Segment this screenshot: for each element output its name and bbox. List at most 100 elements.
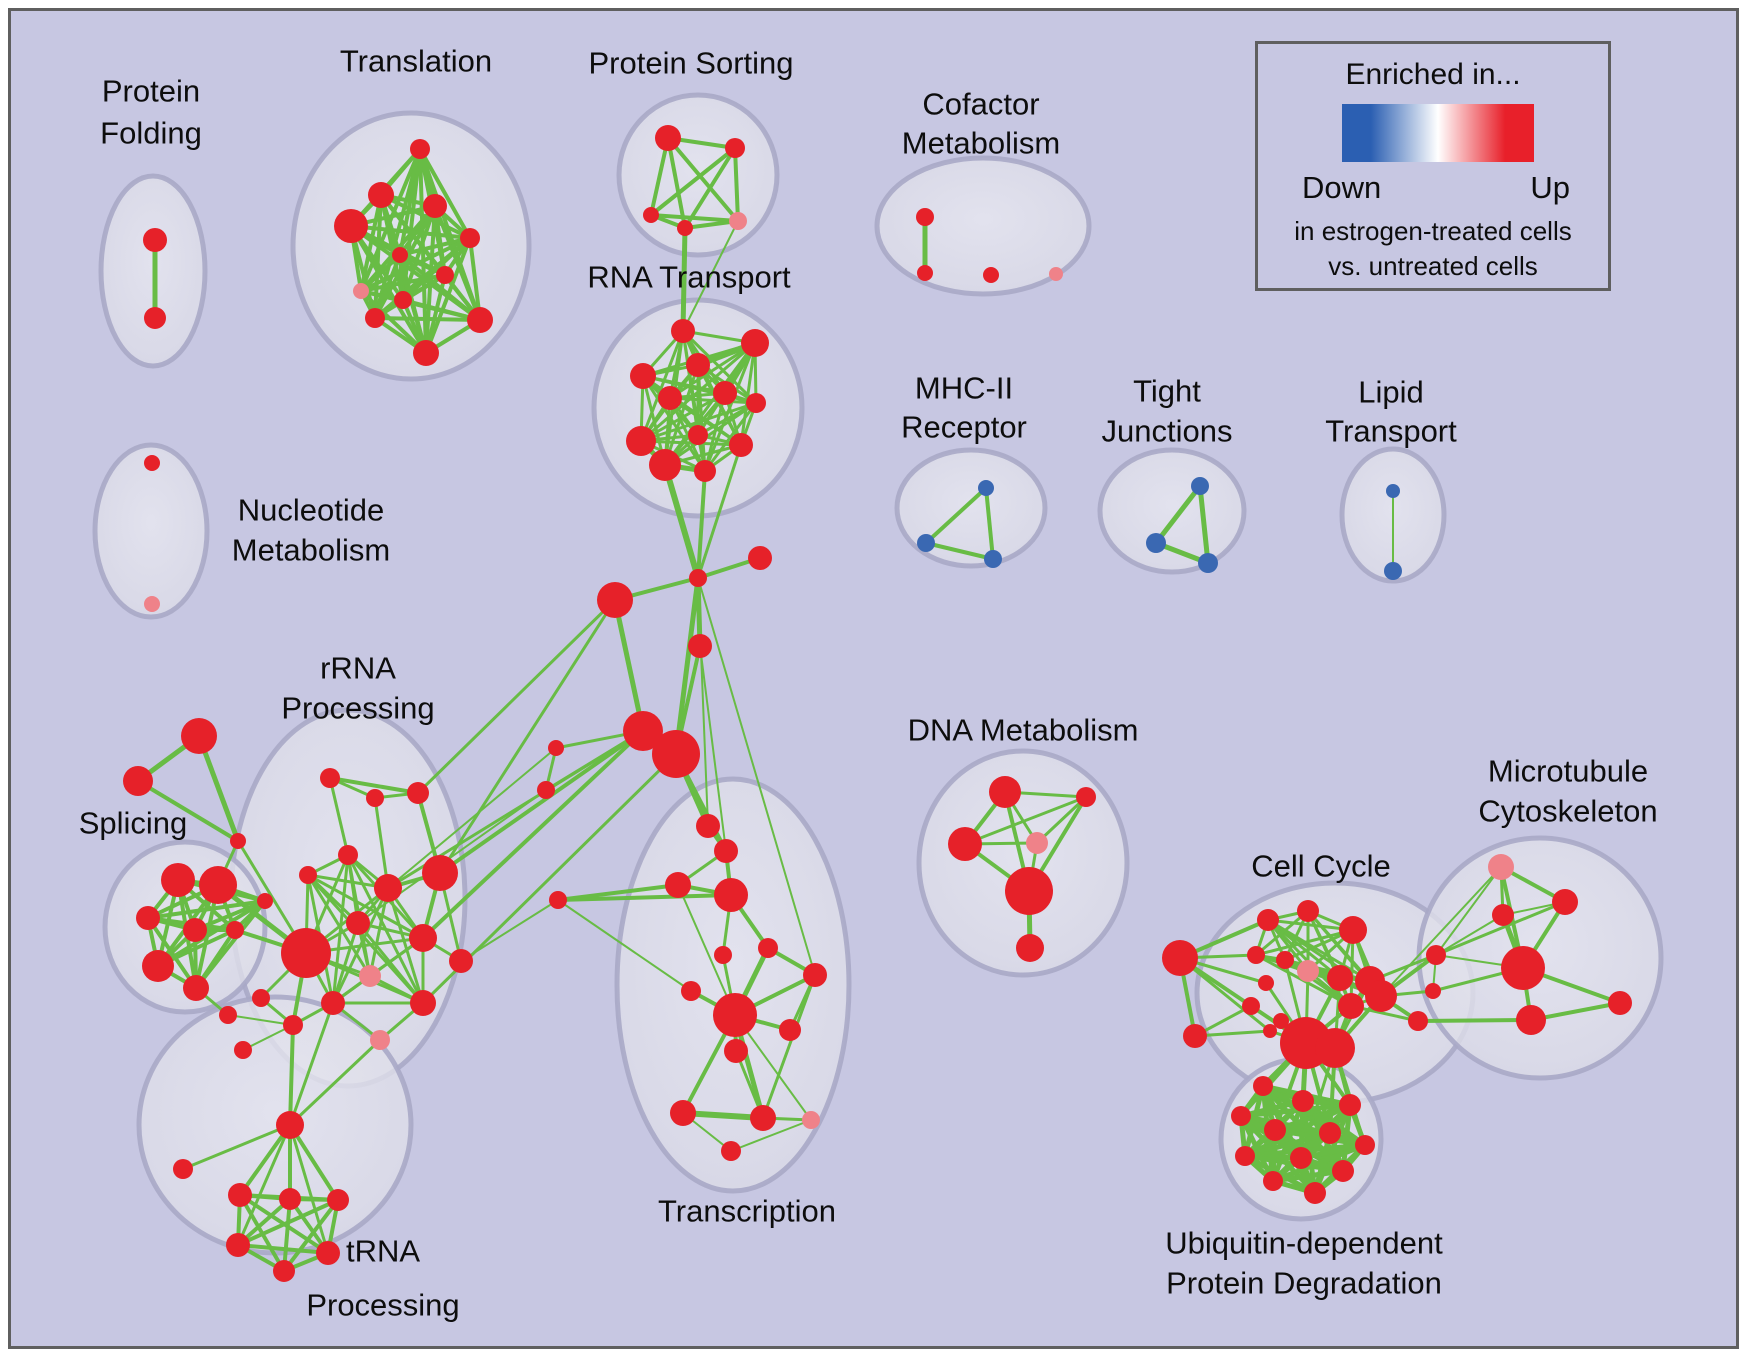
network-node-PS2 (725, 138, 745, 158)
network-node-R18 (234, 1041, 252, 1059)
network-node-TJ1 (1191, 477, 1209, 495)
network-node-UB9 (1290, 1147, 1312, 1169)
network-edge (288, 1124, 330, 1254)
network-node-MT5 (1516, 1005, 1546, 1035)
network-node-MH3 (984, 550, 1002, 568)
network-node-S2 (199, 866, 237, 904)
cluster-label-trna-processing: tRNA (346, 1234, 420, 1269)
network-node-C11 (1365, 980, 1397, 1012)
network-node-MT4 (1501, 946, 1545, 990)
network-node-TL8 (353, 283, 369, 299)
network-node-C2 (1183, 1024, 1207, 1048)
network-node-X1 (696, 814, 720, 838)
network-edge (650, 213, 739, 223)
network-node-RT3 (686, 353, 710, 377)
network-edge (668, 397, 707, 472)
cluster-label-cell-cycle: Cell Cycle (1251, 849, 1391, 884)
cluster-label-lipid-transport: Transport (1325, 414, 1457, 449)
network-edge (557, 899, 692, 992)
network-node-S8 (257, 893, 273, 909)
network-edge (196, 735, 241, 842)
network-edge (182, 1123, 291, 1171)
network-edge (1255, 928, 1354, 957)
network-node-U7 (273, 1260, 295, 1282)
network-edge (227, 1014, 294, 1026)
network-edge (964, 795, 1087, 846)
network-node-MH1 (978, 480, 994, 496)
network-node-T2 (123, 766, 153, 796)
network-node-LT2 (1384, 562, 1402, 580)
network-node-TL12 (365, 308, 385, 328)
network-node-UB8 (1235, 1146, 1255, 1166)
network-node-RT2 (741, 329, 769, 357)
network-edge (374, 316, 481, 322)
network-edge (1530, 1001, 1621, 1022)
legend-title: Enriched in... (1345, 58, 1521, 91)
network-node-C9 (1327, 965, 1353, 991)
network-node-H2 (652, 730, 700, 778)
network-node-D2 (1076, 787, 1096, 807)
network-node-M2 (537, 781, 555, 799)
cluster-label-rrna-processing: Processing (281, 691, 434, 726)
network-edge (699, 645, 727, 852)
network-edge (282, 1198, 340, 1273)
network-edge (612, 599, 646, 732)
legend-gradient-bar (1342, 104, 1534, 162)
network-node-RT6 (658, 386, 682, 410)
network-node-PS3 (643, 207, 659, 223)
network-edge (639, 330, 685, 442)
network-node-X6 (758, 938, 778, 958)
network-node-C7 (1276, 951, 1294, 969)
network-node-X4 (714, 878, 748, 912)
network-edge (662, 464, 701, 579)
legend-subtitle-line1: in estrogen-treated cells (1294, 216, 1572, 246)
cluster-label-microtubule-cytoskeleton: Microtubule (1488, 754, 1648, 789)
network-node-C18 (1315, 1028, 1355, 1068)
network-node-S1 (161, 863, 195, 897)
cluster-label-cofactor-metabolism: Cofactor (922, 87, 1039, 122)
network-edge (237, 1243, 329, 1255)
network-edge (925, 541, 994, 561)
network-node-R10 (409, 924, 437, 952)
cluster-label-protein-sorting: Protein Sorting (588, 46, 793, 81)
network-node-TL5 (460, 228, 480, 248)
cluster-label-mhc-ii-receptor: MHC-II (915, 371, 1013, 406)
network-edge (360, 236, 471, 293)
network-edge (418, 148, 472, 239)
network-node-MT1 (1488, 854, 1514, 880)
network-canvas: Protein Folding Translation Protein Sorting… (79, 44, 1664, 1323)
network-node-U5 (226, 1233, 250, 1257)
legend-up-label: Up (1530, 170, 1570, 205)
network-node-TL11 (413, 340, 439, 366)
network-edge (1244, 1130, 1331, 1159)
network-node-U1 (173, 1159, 193, 1179)
network-node-UB12 (1304, 1182, 1326, 1204)
network-edge (236, 1124, 292, 1246)
network-node-R17 (252, 989, 270, 1007)
network-node-RT4 (630, 363, 656, 389)
network-node-TL3 (423, 194, 447, 218)
network-node-R7 (422, 855, 458, 891)
network-edge (1435, 914, 1504, 956)
cluster-ellipse-cofactor-metabolism (874, 155, 1092, 297)
network-node-RT5 (713, 381, 737, 405)
network-edge (557, 893, 732, 902)
cluster-label-lipid-transport: Lipid (1358, 375, 1424, 410)
network-node-RT7 (746, 393, 766, 413)
network-node-CF3 (983, 267, 999, 283)
cluster-label-tight-junctions: Junctions (1102, 414, 1233, 449)
network-node-R9 (281, 928, 331, 978)
network-node-R6 (374, 874, 402, 902)
network-node-PS1 (655, 125, 681, 151)
network-edge (640, 439, 742, 447)
network-edge (664, 401, 757, 467)
network-edge (238, 1123, 292, 1197)
network-edge (649, 137, 670, 216)
network-node-C21 (1408, 1011, 1428, 1031)
network-edge (703, 402, 758, 472)
network-edge (680, 227, 688, 332)
cluster-label-mhc-ii-receptor: Receptor (901, 410, 1027, 445)
network-edge (640, 401, 757, 443)
network-node-TL1 (410, 139, 430, 159)
network-node-X15 (721, 1141, 741, 1161)
